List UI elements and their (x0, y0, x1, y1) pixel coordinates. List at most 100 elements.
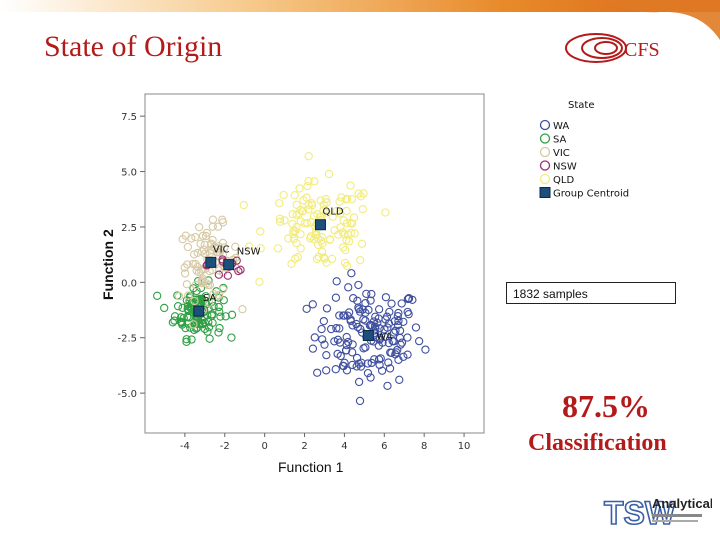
point-wa (361, 316, 370, 325)
point-sa (216, 312, 225, 321)
point-qld (357, 239, 367, 248)
cfs-logo: CFS (565, 33, 660, 63)
point-sa (221, 312, 230, 321)
point-vic (182, 280, 192, 289)
point-qld (296, 244, 305, 253)
point-qld (328, 212, 337, 221)
point-nsw (223, 271, 233, 280)
point-qld (347, 195, 357, 204)
point-sa (227, 310, 237, 319)
point-qld (299, 196, 308, 205)
point-wa (335, 324, 344, 333)
tsw-logo-text: TSW (604, 495, 676, 531)
point-wa (340, 358, 349, 367)
legend-marker-centroid (539, 187, 551, 198)
point-wa (394, 308, 403, 318)
centroid-label-nsw: NSW (237, 247, 261, 258)
point-sa (203, 327, 212, 336)
point-wa (342, 346, 351, 355)
centroid-qld (314, 219, 326, 231)
point-wa (362, 289, 371, 298)
point-sa (184, 306, 193, 316)
point-qld (313, 210, 322, 219)
centroid-sa (193, 305, 205, 317)
tsw-logo-sub: Analytical (652, 496, 712, 511)
point-sa (192, 295, 201, 304)
point-wa (421, 345, 430, 354)
point-qld (322, 258, 331, 267)
point-wa (383, 323, 392, 332)
x-tick-label: 8 (421, 441, 427, 452)
point-vic (192, 266, 201, 275)
point-qld (324, 169, 334, 179)
point-sa (215, 307, 224, 316)
point-qld (325, 235, 335, 244)
legend-entry-sa: SA (553, 135, 567, 146)
point-qld (284, 234, 293, 243)
point-qld (279, 190, 288, 200)
point-wa (403, 350, 412, 359)
point-nsw (236, 265, 245, 274)
point-wa (333, 349, 342, 359)
point-qld (275, 217, 285, 226)
point-qld (287, 259, 296, 268)
legend-marker-vic (539, 146, 551, 158)
cfs-logo-text: CFS (624, 39, 660, 61)
point-vic (178, 235, 187, 244)
point-qld (346, 228, 356, 238)
point-wa (375, 335, 384, 344)
point-qld (280, 216, 289, 225)
legend-title: State (568, 100, 594, 111)
point-wa (346, 316, 355, 326)
point-vic (195, 223, 204, 232)
point-qld (256, 227, 265, 236)
point-wa (326, 324, 336, 334)
point-wa (322, 304, 332, 313)
point-vic (199, 245, 209, 254)
point-qld (349, 213, 359, 222)
point-wa (366, 373, 375, 382)
point-wa (367, 289, 376, 299)
point-qld (338, 228, 347, 237)
point-wa (357, 358, 366, 367)
x-tick-label: 4 (341, 441, 347, 452)
point-vic (218, 218, 228, 227)
point-wa (375, 324, 384, 333)
legend-marker-nsw (539, 160, 551, 171)
legend-entry-wa: WA (553, 121, 569, 132)
legend-marker-wa (539, 119, 551, 131)
point-wa (339, 361, 348, 371)
point-wa (368, 321, 377, 330)
point-wa (367, 358, 376, 368)
point-wa (384, 338, 393, 348)
x-tick-label: 2 (301, 441, 307, 452)
point-qld (307, 201, 317, 210)
point-qld (300, 219, 309, 228)
point-vic (198, 278, 207, 288)
point-qld (321, 194, 331, 204)
point-wa (322, 366, 331, 375)
point-wa (354, 280, 363, 290)
point-qld (275, 214, 285, 223)
point-qld (381, 208, 390, 217)
point-sa (189, 325, 199, 335)
point-wa (385, 307, 394, 317)
point-qld (304, 152, 313, 161)
x-tick-label: -4 (180, 441, 190, 452)
point-sa (182, 335, 191, 344)
point-wa (386, 348, 395, 357)
point-sa (204, 323, 214, 332)
point-wa (348, 340, 357, 349)
point-qld (346, 181, 355, 190)
point-wa (308, 344, 318, 353)
point-wa (397, 338, 407, 347)
point-wa (361, 343, 370, 352)
point-qld (295, 184, 304, 193)
point-wa (347, 269, 356, 278)
point-vic (183, 242, 193, 252)
y-tick-label: -5.0 (117, 389, 137, 400)
point-sa (215, 323, 224, 333)
slide-title: State of Origin (44, 30, 223, 63)
point-vic (197, 247, 207, 256)
samples-box: 1832 samples (506, 282, 676, 304)
